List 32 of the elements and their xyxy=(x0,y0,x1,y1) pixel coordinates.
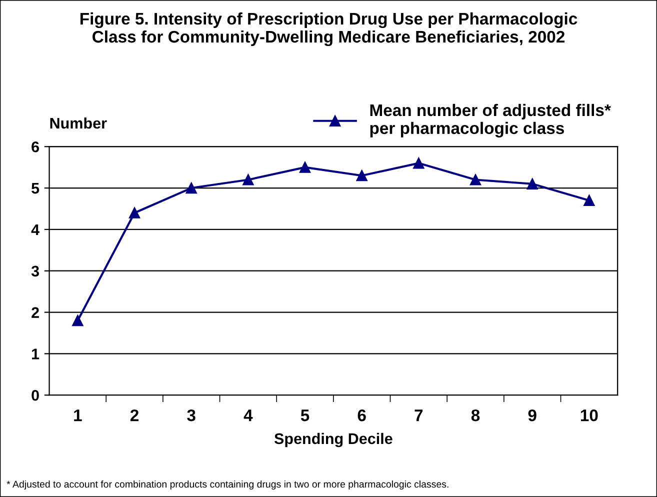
point xyxy=(72,315,84,326)
chart-title: Figure 5. Intensity of Prescription Drug Use per Pharmacologic Class for Community-Dwelling Medicare Beneficiaries, 2002 xyxy=(80,12,578,46)
point xyxy=(413,158,424,169)
y-tick-label: 6 xyxy=(32,141,39,152)
point xyxy=(128,207,140,218)
x-tick-label: 10 xyxy=(580,409,598,422)
text: * Adjusted to account for combination products containing drugs in two or more pharmacologic classes. xyxy=(6,480,448,490)
y-tick-label: 1 xyxy=(32,348,40,360)
x-tick-label: 5 xyxy=(300,410,310,422)
y-tick-label: 4 xyxy=(31,224,40,235)
point xyxy=(299,162,311,173)
point xyxy=(186,182,197,194)
x-axis-title: Spending Decile xyxy=(274,432,392,448)
legend-label: Mean number of adjusted fills* per pharmacologic class xyxy=(370,104,611,138)
point xyxy=(242,174,254,186)
y-axis-title: Number xyxy=(50,117,107,129)
y-tick-label: 5 xyxy=(32,183,40,194)
y-tick-label: 3 xyxy=(31,266,39,277)
x-tick-label: 3 xyxy=(187,409,196,422)
point xyxy=(584,194,595,206)
point xyxy=(470,174,482,186)
y-tick-label: 0 xyxy=(32,390,39,401)
x-tick-label: 6 xyxy=(358,409,366,422)
x-tick-label: 1 xyxy=(74,410,82,422)
point xyxy=(526,178,538,190)
x-tick-label: 7 xyxy=(414,410,423,422)
y-tick-label: 2 xyxy=(32,307,39,318)
point xyxy=(356,170,368,182)
x-tick-label: 8 xyxy=(471,409,480,422)
x-tick-label: 4 xyxy=(244,410,253,422)
x-tick-label: 2 xyxy=(130,409,138,422)
x-tick-label: 9 xyxy=(528,409,536,422)
